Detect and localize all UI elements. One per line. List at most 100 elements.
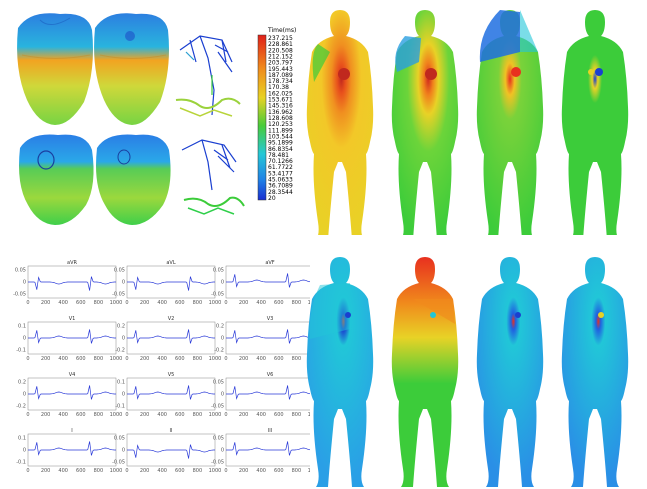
purkinje-tree-bottom [181, 139, 245, 215]
torso-2-bottom [391, 257, 459, 487]
heart-top-mid [94, 13, 169, 125]
torso-4-bottom [561, 257, 629, 487]
ecg-x-tick: 0 [125, 468, 128, 474]
ecg-x-tick: 0 [224, 412, 227, 418]
ecg-y-tick: -0.05 [112, 292, 125, 298]
ecg-trace [226, 441, 310, 456]
colorbar-tick-label: 86.8354 [268, 146, 293, 153]
ecg-x-tick: 800 [94, 412, 104, 418]
ecg-x-tick: 600 [274, 356, 284, 362]
ecg-x-tick: 800 [94, 300, 104, 306]
colorbar-gradient [257, 34, 267, 201]
colorbar-tick-label: 153.671 [268, 97, 293, 104]
ecg-x-tick: 800 [292, 412, 302, 418]
ecg-x-tick: 200 [239, 412, 249, 418]
colorbar-tick-label: 53.4177 [268, 170, 293, 177]
ecg-y-tick: 0 [23, 392, 26, 398]
colorbar-tick-label: 178.734 [268, 78, 293, 85]
ecg-trace [127, 276, 215, 291]
ecg-y-tick: 0.05 [114, 436, 125, 442]
ecg-x-tick: 600 [274, 300, 284, 306]
ecg-x-tick: 0 [26, 356, 29, 362]
ecg-x-tick: 0 [125, 356, 128, 362]
ecg-y-tick: -0.05 [211, 460, 224, 466]
ecg-trace [127, 385, 215, 400]
ecg-y-tick: 0 [122, 336, 125, 342]
ecg-lead-name: II [170, 428, 173, 434]
colorbar-tick-label: 95.1899 [268, 140, 293, 147]
ecg-y-tick: 0.05 [213, 268, 224, 274]
ecg-x-tick: 800 [94, 356, 104, 362]
ecg-lead-name: V5 [168, 372, 175, 378]
ecg-y-tick: -0.2 [115, 348, 125, 354]
ecg-x-tick: 1000 [308, 468, 310, 474]
ecg-lead-name: V2 [168, 316, 175, 322]
ecg-y-tick: -0.05 [211, 404, 224, 410]
ecg-x-tick: 0 [224, 300, 227, 306]
ecg-x-tick: 200 [41, 412, 51, 418]
ecg-trace [226, 329, 310, 344]
ecg-x-tick: 600 [175, 356, 185, 362]
purkinje-tree-top [175, 35, 241, 117]
ecg-lead-name: aVR [67, 260, 77, 266]
ecg-y-tick: 0 [221, 336, 224, 342]
ecg-x-tick: 0 [125, 412, 128, 418]
colorbar-tick-label: 237.215 [268, 35, 293, 42]
ecg-y-tick: 0.2 [18, 380, 26, 386]
ecg-lead-name: aVL [166, 260, 175, 266]
ecg-y-tick: 0 [23, 336, 26, 342]
ecg-x-tick: 600 [274, 412, 284, 418]
colorbar-tick-label: 103.544 [268, 133, 293, 140]
ecg-lead-i: I0.10-0.10 200 400 600 800 1000 [16, 428, 122, 474]
ecg-x-tick: 0 [125, 300, 128, 306]
colorbar-tick-label: 20 [268, 195, 276, 202]
ecg-y-tick: 0 [221, 280, 224, 286]
ecg-y-tick: 0 [122, 448, 125, 454]
ecg-x-tick: 200 [41, 300, 51, 306]
ecg-lead-name: V3 [267, 316, 274, 322]
colorbar-tick-label: 136.962 [268, 109, 293, 116]
heart-bottom-left [19, 134, 94, 225]
ecg-panel: aVR 0.05 0 -0.05 0 200 400 600 800 1000 aVL 0.05 0 -0… [0, 250, 310, 489]
ecg-x-tick: 800 [292, 468, 302, 474]
ecg-x-tick: 1000 [209, 356, 222, 362]
ecg-x-tick: 400 [256, 412, 266, 418]
ecg-x-tick: 400 [58, 356, 68, 362]
ecg-x-tick: 200 [140, 412, 150, 418]
ecg-x-tick: 0 [26, 300, 29, 306]
ecg-x-tick: 1000 [209, 412, 222, 418]
ecg-y-tick: 0.05 [213, 436, 224, 442]
ecg-y-tick: 0.05 [213, 380, 224, 386]
ecg-y-tick: -0.1 [16, 460, 26, 466]
colorbar-tick-label: 28.3544 [268, 189, 293, 196]
torso-3-bottom [476, 257, 544, 487]
ecg-y-tick: 0.1 [18, 436, 26, 442]
ecg-x-tick: 800 [193, 300, 203, 306]
ecg-lead-name: V6 [267, 372, 274, 378]
colorbar-tick-label: 70.1266 [268, 158, 293, 165]
ecg-y-tick: 0.1 [117, 380, 125, 386]
ecg-trace [28, 276, 116, 291]
ecg-lead-v1: V10.10-0.10 200 400 600 800 1000 [16, 316, 122, 362]
ecg-lead-ii: II0.050-0.050 200 400 600 800 1000 [112, 428, 221, 474]
ecg-x-tick: 200 [140, 468, 150, 474]
ecg-y-tick: 0 [23, 448, 26, 454]
ecg-x-tick: 1000 [209, 300, 222, 306]
ecg-y-tick: -0.1 [16, 348, 26, 354]
ecg-x-tick: 1000 [308, 300, 310, 306]
ecg-lead-name: III [268, 428, 272, 434]
ecg-x-tick: 1000 [110, 468, 123, 474]
ecg-lead-name: aVF [265, 260, 274, 266]
colorbar-tick-label: 111.899 [268, 127, 293, 134]
colorbar-tick-label: 203.797 [268, 60, 293, 67]
ecg-x-tick: 600 [76, 468, 86, 474]
ecg-trace [28, 385, 116, 400]
ecg-x-tick: 1000 [110, 412, 123, 418]
colorbar: Time(ms) 237.215228.861220.508212.152203… [257, 27, 296, 202]
ecg-x-tick: 200 [239, 300, 249, 306]
